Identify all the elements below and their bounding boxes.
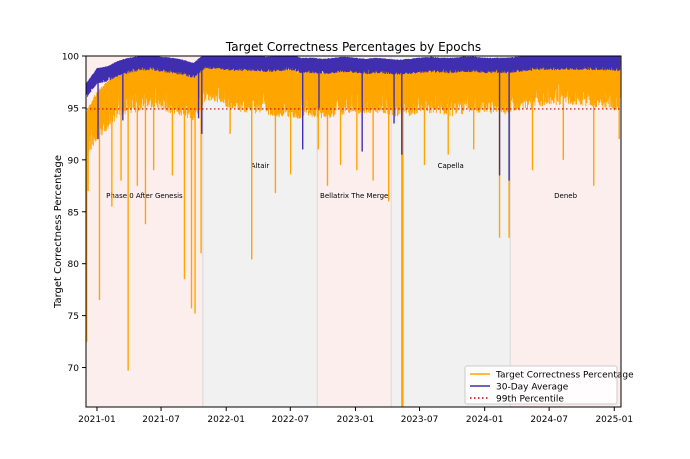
axes-frame [85,55,622,408]
x-tick-label: 2022-07 [271,415,309,425]
y-tick-label: 80 [68,260,80,270]
epoch-band [510,56,621,407]
legend-label: 30-Day Average [496,383,569,393]
series-target-correctness-dips [86,72,620,407]
legend-label: Target Correctness Percentage [495,371,634,381]
legend-label: 99th Percentile [496,395,564,405]
x-tick-label: 2021-01 [78,415,116,425]
x-tick-label: 2024-01 [466,415,504,425]
y-tick-label: 75 [68,312,79,322]
epoch-label: Deneb [554,192,577,200]
series-30-day-average [85,55,621,97]
series-30-day-average-dips [97,64,510,181]
epoch-label: Capella [438,162,464,170]
epoch-label: Bellatrix The Merge [320,192,388,200]
x-tick-label: 2023-01 [337,415,375,425]
series-target-correctness [85,55,621,161]
epoch-labels: Phase 0 After Genesis Altair Bellatrix The… [106,162,577,200]
y-tick-label: 70 [68,364,80,374]
x-tick-label: 2021-07 [142,415,180,425]
x-tick-label: 2023-07 [401,415,439,425]
epoch-band [391,56,511,407]
y-tick-label: 100 [62,53,79,63]
epoch-label: Altair [251,162,270,170]
legend: Target Correctness Percentage 30-Day Aver… [464,365,634,405]
series-layer [85,55,621,407]
legend-box [464,365,618,405]
y-tick-label: 95 [68,104,79,114]
y-tick-label: 90 [68,156,80,166]
x-tick-label: 2022-01 [207,415,245,425]
y-axis: 70 75 80 85 90 95 100 [62,53,86,374]
y-axis-label: Target Correctness Percentage [53,155,64,309]
y-tick-label: 85 [68,208,79,218]
x-axis: 2021-01 2021-07 2022-01 2022-07 2023-01 2023-… [78,407,633,425]
x-tick-label: 2025-01 [595,415,633,425]
epoch-label: Phase 0 After Genesis [106,192,183,200]
chart-title: Target Correctness Percentages by Epochs [225,40,481,54]
x-tick-label: 2024-07 [530,415,568,425]
